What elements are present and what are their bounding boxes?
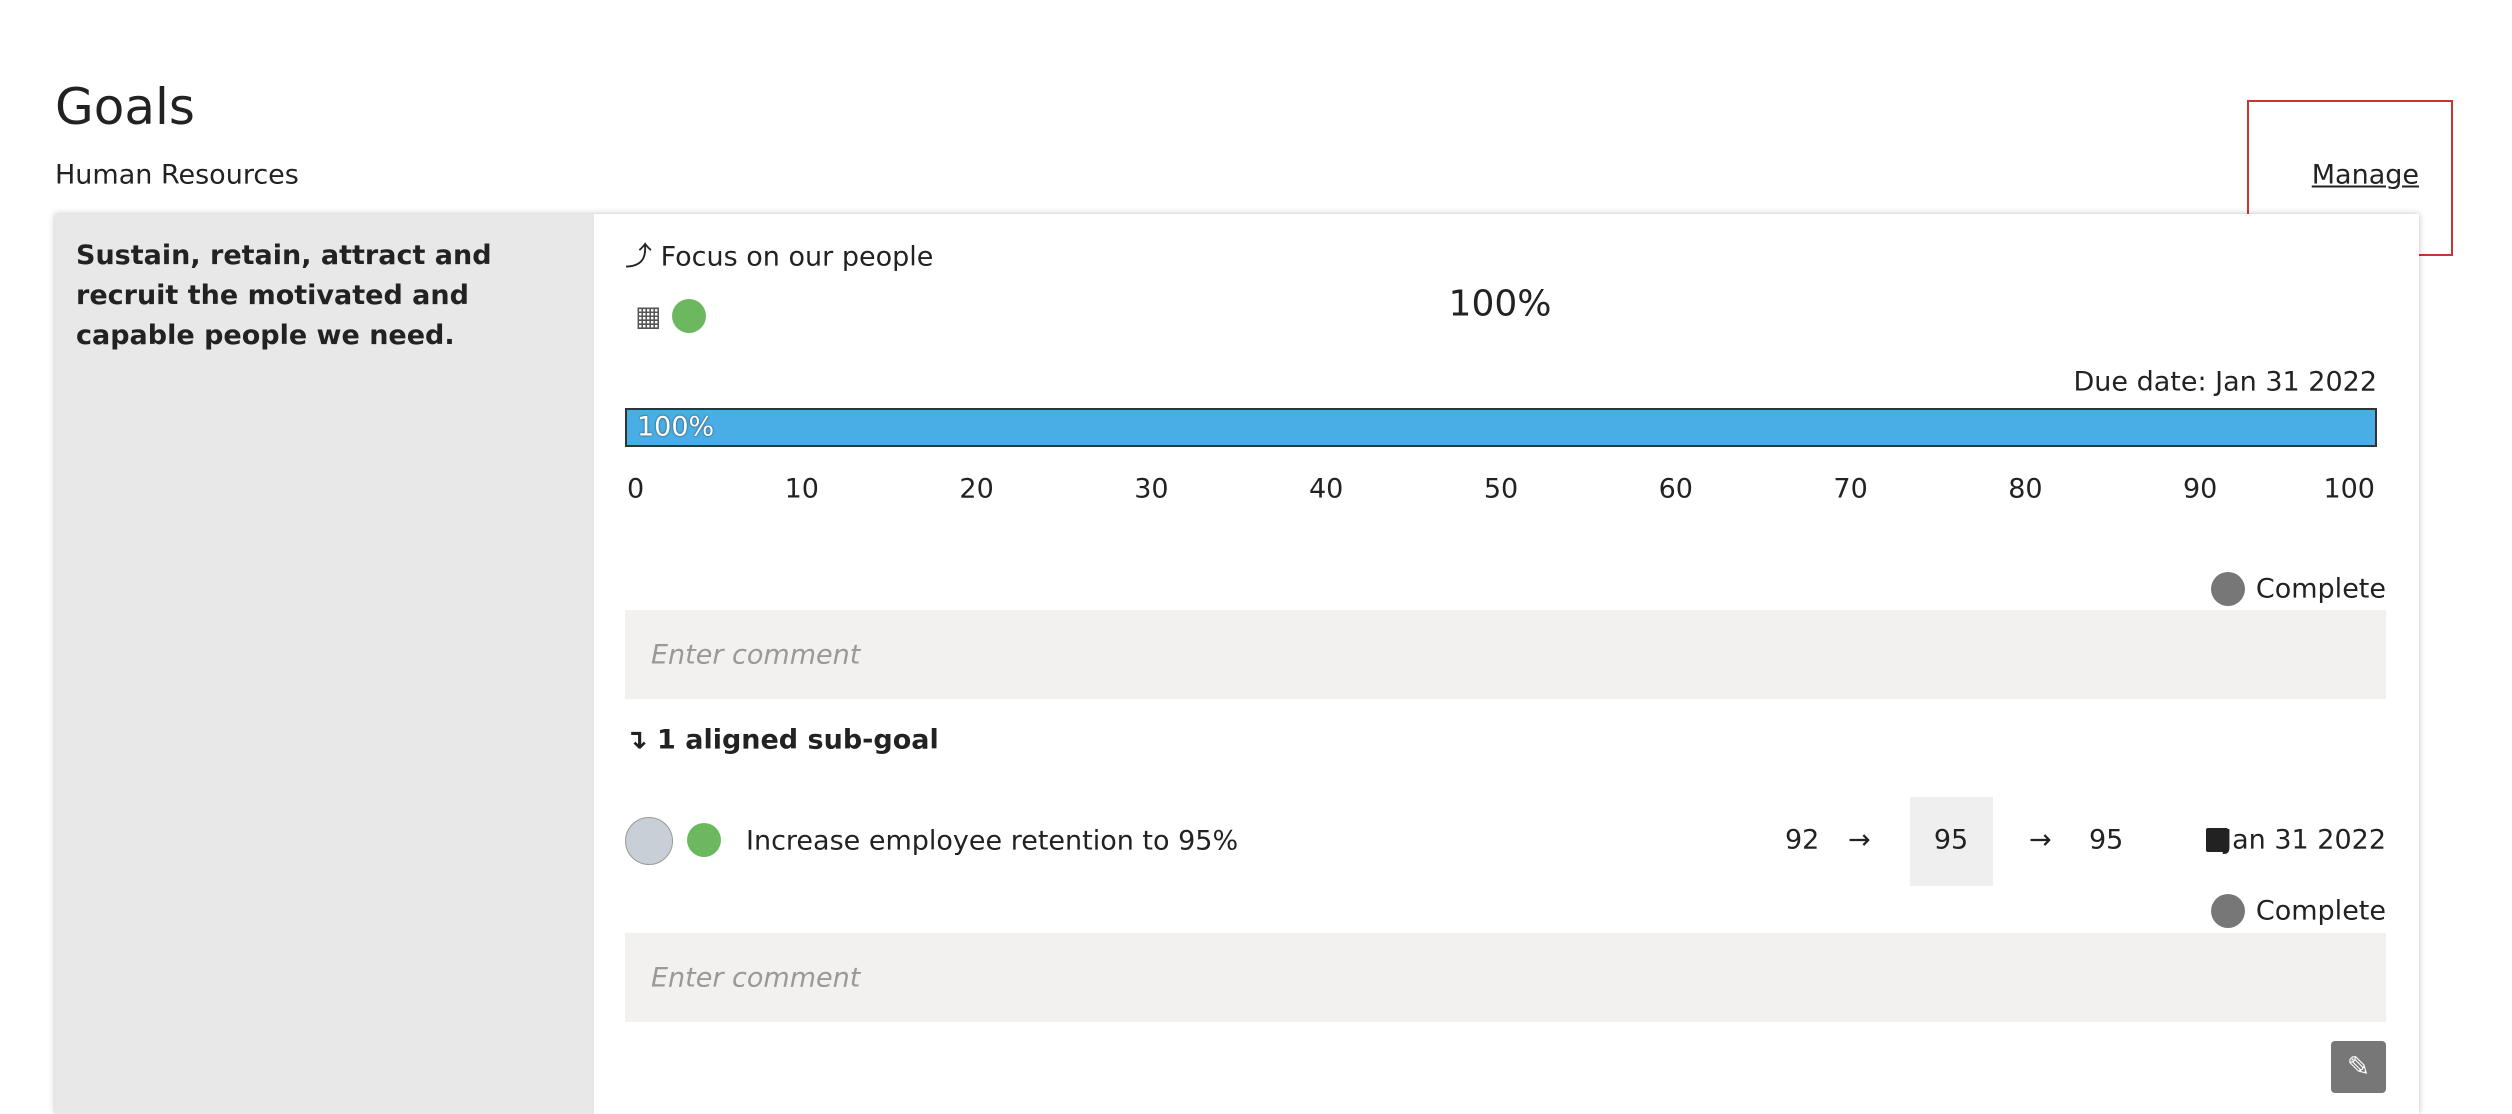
scale-label: 20 [959,473,994,505]
subgoal-start: 92 [1785,824,1820,856]
subgoal-status[interactable]: Complete [2255,895,2386,927]
arrow: → [1848,824,1871,856]
comment-placeholder: Enter comment [651,639,861,670]
manage-link[interactable]: Manage [2311,159,2419,191]
scale-label: 70 [1833,473,1868,505]
goal-title-text: Focus on our people [660,241,934,273]
subgoal-status-dot [687,823,721,857]
scale-label: 100 [2323,473,2375,505]
scale-label: 0 [627,473,645,505]
progress-percent: 100% [1448,283,1552,325]
scale-label: 90 [2183,473,2218,505]
subgoal-heading-text: 1 aligned sub-goal [657,724,939,756]
due-date: Due date: Jan 31 2022 [2073,366,2377,398]
status-label[interactable]: Complete [2255,573,2386,605]
current-input[interactable] [1910,797,1993,886]
progress-track [625,408,2377,447]
scale-label: 50 [1483,473,1519,505]
scale-label: 10 [784,473,819,505]
subgoal-target: 95 [2089,824,2124,856]
attach-button[interactable]: ✎ [2331,1041,2386,1093]
calculator-icon: ▦ [635,299,662,333]
subgoal-date: Jan 31 2022 [2224,824,2386,856]
status-indicator [2211,894,2245,928]
subgoal-current: 95 [1933,824,1969,856]
goal-title: ⤴ Focus on our people [625,241,934,273]
scale-label: 80 [2008,473,2043,505]
objective-panel [55,214,594,1114]
department: Human Resources [55,159,299,191]
page-title: Goals [55,78,195,136]
avatar [625,817,673,865]
status-dot [672,299,706,333]
calendar-icon [2206,828,2228,852]
progress-bar [627,410,2375,445]
comment-input[interactable]: Enter comment [625,933,2386,1022]
comment-input[interactable]: Enter comment [625,610,2386,699]
scale-label: 60 [1658,473,1693,505]
status-indicator [2211,572,2245,606]
objective-text: Sustain, retain, attract and recruit the… [76,240,492,351]
subgoal-heading: ↴ 1 aligned sub-goal [625,724,939,756]
scale-label: 40 [1309,473,1344,505]
bar-label: 100% [637,411,715,443]
scale-label: 30 [1134,473,1169,505]
page: Goals Human Resources Manage Sustain, re… [55,78,2453,1114]
subgoal-title[interactable]: Increase employee retention to 95% [746,825,1239,857]
arrow: → [2029,824,2052,856]
comment-placeholder: Enter comment [651,962,861,993]
